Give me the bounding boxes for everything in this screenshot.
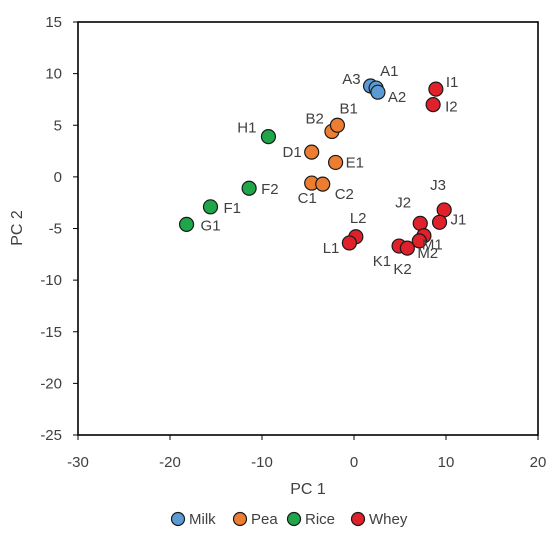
point-b1 [329, 117, 346, 133]
x-tick-label: 0 [350, 454, 358, 471]
point-e1 [328, 154, 344, 171]
legend-marker-whey [350, 511, 366, 527]
y-tick-label: -10 [40, 272, 62, 289]
point-label-f1: F1 [223, 200, 241, 217]
point-j1 [431, 214, 448, 230]
legend-label-milk: Milk [189, 511, 216, 528]
point-label-f2: F2 [261, 181, 279, 198]
y-tick-label: -25 [40, 427, 62, 444]
point-i2 [425, 96, 441, 113]
y-tick-label: 10 [45, 66, 62, 83]
x-axis-title: PC 1 [290, 481, 326, 498]
x-axis-tick-labels: -30 -20 -10 0 10 20 [67, 454, 546, 471]
point-label-m1: M1 [422, 237, 443, 254]
point-label-g1: G1 [201, 217, 221, 234]
point-d1 [304, 144, 320, 160]
y-tick-label: 15 [45, 14, 62, 31]
y-tick-label: -15 [40, 324, 62, 341]
point-label-e1: E1 [346, 154, 364, 171]
point-l1 [341, 235, 357, 251]
x-tick-label: 20 [530, 454, 547, 471]
point-label-l2: L2 [350, 210, 367, 227]
y-tick-label: -20 [40, 375, 62, 392]
x-tick-label: 10 [438, 454, 455, 471]
point-label-k1: K1 [373, 253, 391, 270]
y-tick-label: 5 [54, 117, 62, 134]
point-k2 [399, 240, 415, 256]
legend-marker-pea [232, 511, 248, 527]
point-g1 [178, 216, 195, 232]
point-label-j3: J3 [430, 177, 446, 194]
data-points [178, 78, 452, 256]
point-label-h1: H1 [237, 120, 256, 137]
point-label-a3: A3 [342, 71, 360, 88]
tick-marks [73, 21, 539, 440]
point-label-a2: A2 [388, 89, 406, 106]
point-label-i1: I1 [446, 74, 459, 91]
point-label-c1: C1 [298, 190, 317, 207]
point-label-c2: C2 [335, 186, 354, 203]
point-label-m2: M2 [417, 245, 438, 262]
point-label-b2: B2 [306, 110, 324, 127]
point-c2 [315, 176, 331, 192]
point-label-i2: I2 [445, 99, 458, 116]
x-tick-label: -20 [159, 454, 181, 471]
y-axis-tick-labels: 15 10 5 0 -5 -10 -15 -20 -25 [40, 14, 62, 444]
point-m2 [411, 233, 427, 249]
point-f1 [202, 199, 219, 215]
point-label-j2: J2 [395, 194, 411, 211]
legend-label-pea: Pea [251, 511, 278, 528]
point-label-d1: D1 [282, 144, 301, 161]
legend-label-whey: Whey [369, 511, 408, 528]
point-i1 [428, 81, 444, 97]
legend-marker-milk [170, 511, 186, 527]
point-f2 [241, 180, 257, 196]
legend-label-rice: Rice [305, 511, 335, 528]
y-tick-label: -5 [49, 221, 62, 238]
point-label-l1: L1 [323, 240, 340, 257]
y-axis-title: PC 2 [9, 210, 26, 246]
point-label-a1: A1 [380, 63, 398, 80]
x-tick-label: -30 [67, 454, 89, 471]
point-h1 [260, 129, 277, 145]
point-label-k2: K2 [393, 261, 411, 278]
y-tick-label: 0 [54, 169, 62, 186]
point-a2 [370, 84, 386, 100]
legend-marker-rice [286, 511, 302, 527]
x-tick-label: -10 [251, 454, 273, 471]
legend: Milk Pea Rice Whey [170, 511, 408, 528]
point-label-b1: B1 [339, 100, 357, 117]
point-label-j1: J1 [451, 211, 467, 228]
